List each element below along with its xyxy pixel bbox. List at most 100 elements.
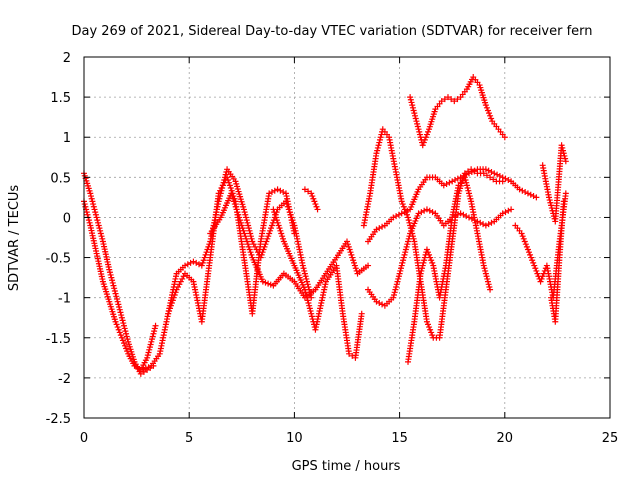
data-point (313, 203, 320, 210)
data-point (562, 190, 569, 197)
data-point (425, 321, 432, 328)
y-tick-label: -2 (58, 372, 71, 387)
data-point (118, 334, 125, 341)
data-point (169, 297, 176, 304)
data-point (259, 278, 266, 285)
data-point (508, 206, 515, 213)
data-point (421, 257, 428, 264)
data-point (421, 136, 428, 143)
data-point (273, 217, 280, 224)
data-point (240, 227, 247, 234)
data-point (196, 261, 203, 268)
data-point (491, 170, 498, 177)
data-point (244, 241, 251, 248)
data-point (121, 325, 128, 332)
data-point (528, 254, 535, 261)
data-point (302, 289, 309, 296)
data-point (496, 172, 503, 179)
x-tick-label: 10 (286, 431, 303, 446)
data-point (502, 209, 509, 216)
data-point (247, 230, 254, 237)
data-point (268, 222, 275, 229)
series-track-14 (539, 142, 569, 225)
data-point (398, 265, 405, 272)
data-point (116, 329, 123, 336)
data-point (233, 206, 240, 213)
data-point (308, 310, 315, 317)
data-point (390, 294, 397, 301)
data-point (559, 144, 566, 151)
data-point (444, 94, 451, 101)
data-point (310, 195, 317, 202)
data-point (505, 207, 512, 214)
data-point (115, 301, 122, 308)
x-tick-label: 15 (391, 431, 408, 446)
x-tick-label: 0 (80, 431, 88, 446)
data-point (116, 304, 123, 311)
data-point (148, 338, 155, 345)
data-point (499, 174, 506, 181)
data-point (190, 258, 197, 265)
data-point (420, 139, 427, 146)
data-point (235, 211, 242, 218)
data-point (525, 249, 532, 256)
data-point (351, 262, 358, 269)
data-point (376, 136, 383, 143)
series-track-12 (405, 174, 494, 365)
data-point (524, 246, 531, 253)
data-point (232, 203, 239, 210)
data-point (466, 193, 473, 200)
data-point (122, 328, 129, 335)
y-axis-label: SDTVAR / TECUs (7, 185, 22, 292)
data-point (379, 301, 386, 308)
data-point (305, 188, 312, 195)
data-point (485, 281, 492, 288)
data-point (466, 214, 473, 221)
data-point (490, 176, 497, 183)
data-point (483, 273, 490, 280)
data-point (454, 175, 461, 182)
data-point (409, 102, 416, 109)
data-point (108, 274, 115, 281)
data-point (147, 341, 154, 348)
x-tick-label: 5 (185, 431, 193, 446)
data-point (146, 346, 153, 353)
data-point (480, 170, 487, 177)
data-point (425, 128, 432, 135)
data-point (560, 147, 567, 154)
data-point (348, 251, 355, 258)
data-point (306, 302, 313, 309)
data-point (391, 289, 398, 296)
x-tick-label: 20 (497, 431, 514, 446)
data-point (243, 217, 250, 224)
data-point (448, 96, 455, 103)
x-tick-label: 25 (602, 431, 619, 446)
data-point (113, 293, 120, 300)
data-point (234, 209, 241, 216)
data-point (423, 206, 430, 213)
data-point (245, 222, 252, 229)
data-point (484, 107, 491, 114)
data-point (306, 305, 313, 312)
data-point (243, 235, 250, 242)
data-point (200, 257, 207, 264)
data-point (97, 227, 104, 234)
data-point (397, 267, 404, 274)
data-point (226, 182, 233, 189)
series-track-7 (301, 186, 321, 213)
data-point (83, 209, 90, 216)
data-point (308, 313, 315, 320)
data-point (351, 259, 358, 266)
data-point (245, 243, 252, 250)
data-point (392, 286, 399, 293)
data-point (242, 211, 249, 218)
data-point (426, 207, 433, 214)
series-track-3 (139, 166, 315, 373)
data-point (530, 259, 537, 266)
data-point (95, 222, 102, 229)
plot-frame (83, 56, 611, 419)
data-point (228, 190, 235, 197)
data-point (393, 281, 400, 288)
data-point (376, 139, 383, 146)
